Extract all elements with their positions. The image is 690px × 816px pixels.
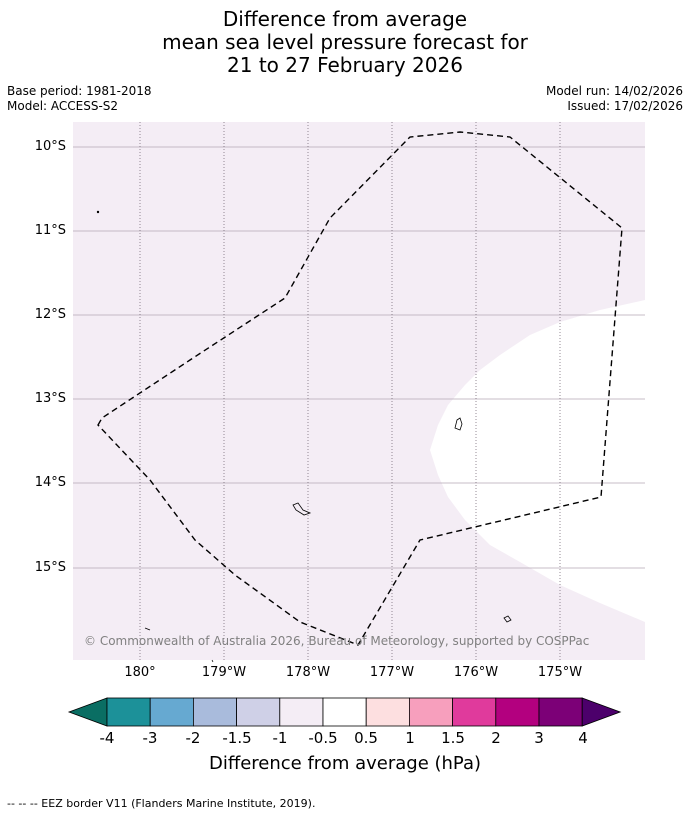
title-line-1: Difference from average <box>222 7 468 31</box>
island-northwest <box>96 210 100 214</box>
islands <box>96 210 512 663</box>
lon-label-180: 180° <box>124 665 156 680</box>
cb-tick-neg3: -3 <box>142 729 158 747</box>
meta-right: Model run: 14/02/2026 Issued: 17/02/2026 <box>546 84 683 114</box>
base-period: Base period: 1981-2018 <box>7 84 152 98</box>
cb-tick-neg0-5: -0.5 <box>308 729 338 747</box>
colorbar-swatch <box>322 697 367 727</box>
colorbar-swatch <box>192 697 237 727</box>
copyright-notice: © Commonwealth of Australia 2026, Bureau… <box>84 634 590 648</box>
colorbar-swatch <box>538 697 583 727</box>
lon-label-177w: 177°W <box>369 665 415 680</box>
title-line-2: mean sea level pressure forecast for <box>162 30 528 54</box>
island-tokelau <box>454 417 463 431</box>
island-south <box>503 615 512 623</box>
cb-tick-1-5: 1.5 <box>441 729 465 747</box>
issued-date: Issued: 17/02/2026 <box>567 99 683 113</box>
colorbar-swatch <box>149 697 194 727</box>
lat-label-12s: 12°S <box>34 307 66 322</box>
chart-title: Difference from average mean sea level p… <box>0 8 690 77</box>
colorbar-label: Difference from average (hPa) <box>208 753 482 774</box>
cb-tick-neg1: -1 <box>272 729 288 747</box>
cb-tick-neg4: -4 <box>99 729 115 747</box>
colorbar-swatch <box>452 697 497 727</box>
eez-footnote: -- -- -- EEZ border V11 (Flanders Marine… <box>7 797 316 810</box>
model-name: Model: ACCESS-S2 <box>7 99 119 113</box>
neutral-anomaly-region <box>430 300 645 622</box>
lat-label-13s: 13°S <box>34 391 66 406</box>
lon-label-179w: 179°W <box>201 665 247 680</box>
colorbar-swatch <box>495 697 540 727</box>
cb-tick-neg2: -2 <box>185 729 201 747</box>
colorbar-swatch <box>279 697 324 727</box>
map-panel <box>73 122 645 663</box>
cb-tick-1: 1 <box>405 729 415 747</box>
lon-label-176w: 176°W <box>453 665 499 680</box>
lat-label-11s: 11°S <box>34 223 66 238</box>
meta-left: Base period: 1981-2018 Model: ACCESS-S2 <box>7 84 152 114</box>
colorbar-swatches <box>67 697 622 727</box>
latitude-gridlines <box>73 146 645 569</box>
colorbar-swatch <box>236 697 281 727</box>
model-run: Model run: 14/02/2026 <box>545 84 683 98</box>
colorbar-swatch <box>408 697 453 727</box>
cb-tick-0-5: 0.5 <box>354 729 378 747</box>
colorbar-extend-high <box>581 697 622 727</box>
colorbar-swatch <box>106 697 151 727</box>
colorbar-swatch <box>365 697 410 727</box>
lon-label-175w: 175°W <box>537 665 583 680</box>
lat-label-10s: 10°S <box>34 139 66 154</box>
cb-tick-3: 3 <box>534 729 544 747</box>
lat-label-15s: 15°S <box>34 560 66 575</box>
lon-label-178w: 178°W <box>285 665 331 680</box>
island-west <box>292 502 312 516</box>
lat-label-14s: 14°S <box>34 475 66 490</box>
eez-border <box>97 131 623 646</box>
title-line-3: 21 to 27 February 2026 <box>227 53 463 77</box>
island-southwest <box>144 627 151 631</box>
cb-tick-neg1-5: -1.5 <box>222 729 252 747</box>
cb-tick-4: 4 <box>578 729 588 747</box>
colorbar-extend-low <box>67 697 108 727</box>
island-bottom <box>211 659 214 663</box>
cb-tick-2: 2 <box>491 729 501 747</box>
